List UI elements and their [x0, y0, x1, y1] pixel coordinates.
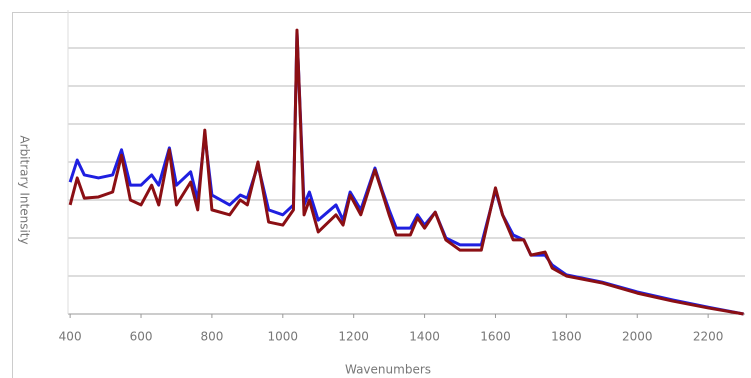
x-tick-label: 1800	[551, 330, 582, 344]
x-tick-label: 800	[200, 330, 223, 344]
x-tick-label: 600	[130, 330, 153, 344]
x-tick-label: 2200	[693, 330, 724, 344]
x-tick-label: 2000	[622, 330, 653, 344]
chart-frame	[12, 12, 751, 378]
x-tick-label: 1600	[480, 330, 511, 344]
x-tick-label: 400	[59, 330, 82, 344]
y-axis-label: Arbitrary Intensity	[18, 135, 32, 244]
x-tick-label: 1400	[409, 330, 440, 344]
x-tick-label: 1200	[338, 330, 369, 344]
x-tick-label: 1000	[268, 330, 299, 344]
series-line	[68, 28, 744, 316]
x-axis-label: Wavenumbers	[345, 363, 431, 377]
